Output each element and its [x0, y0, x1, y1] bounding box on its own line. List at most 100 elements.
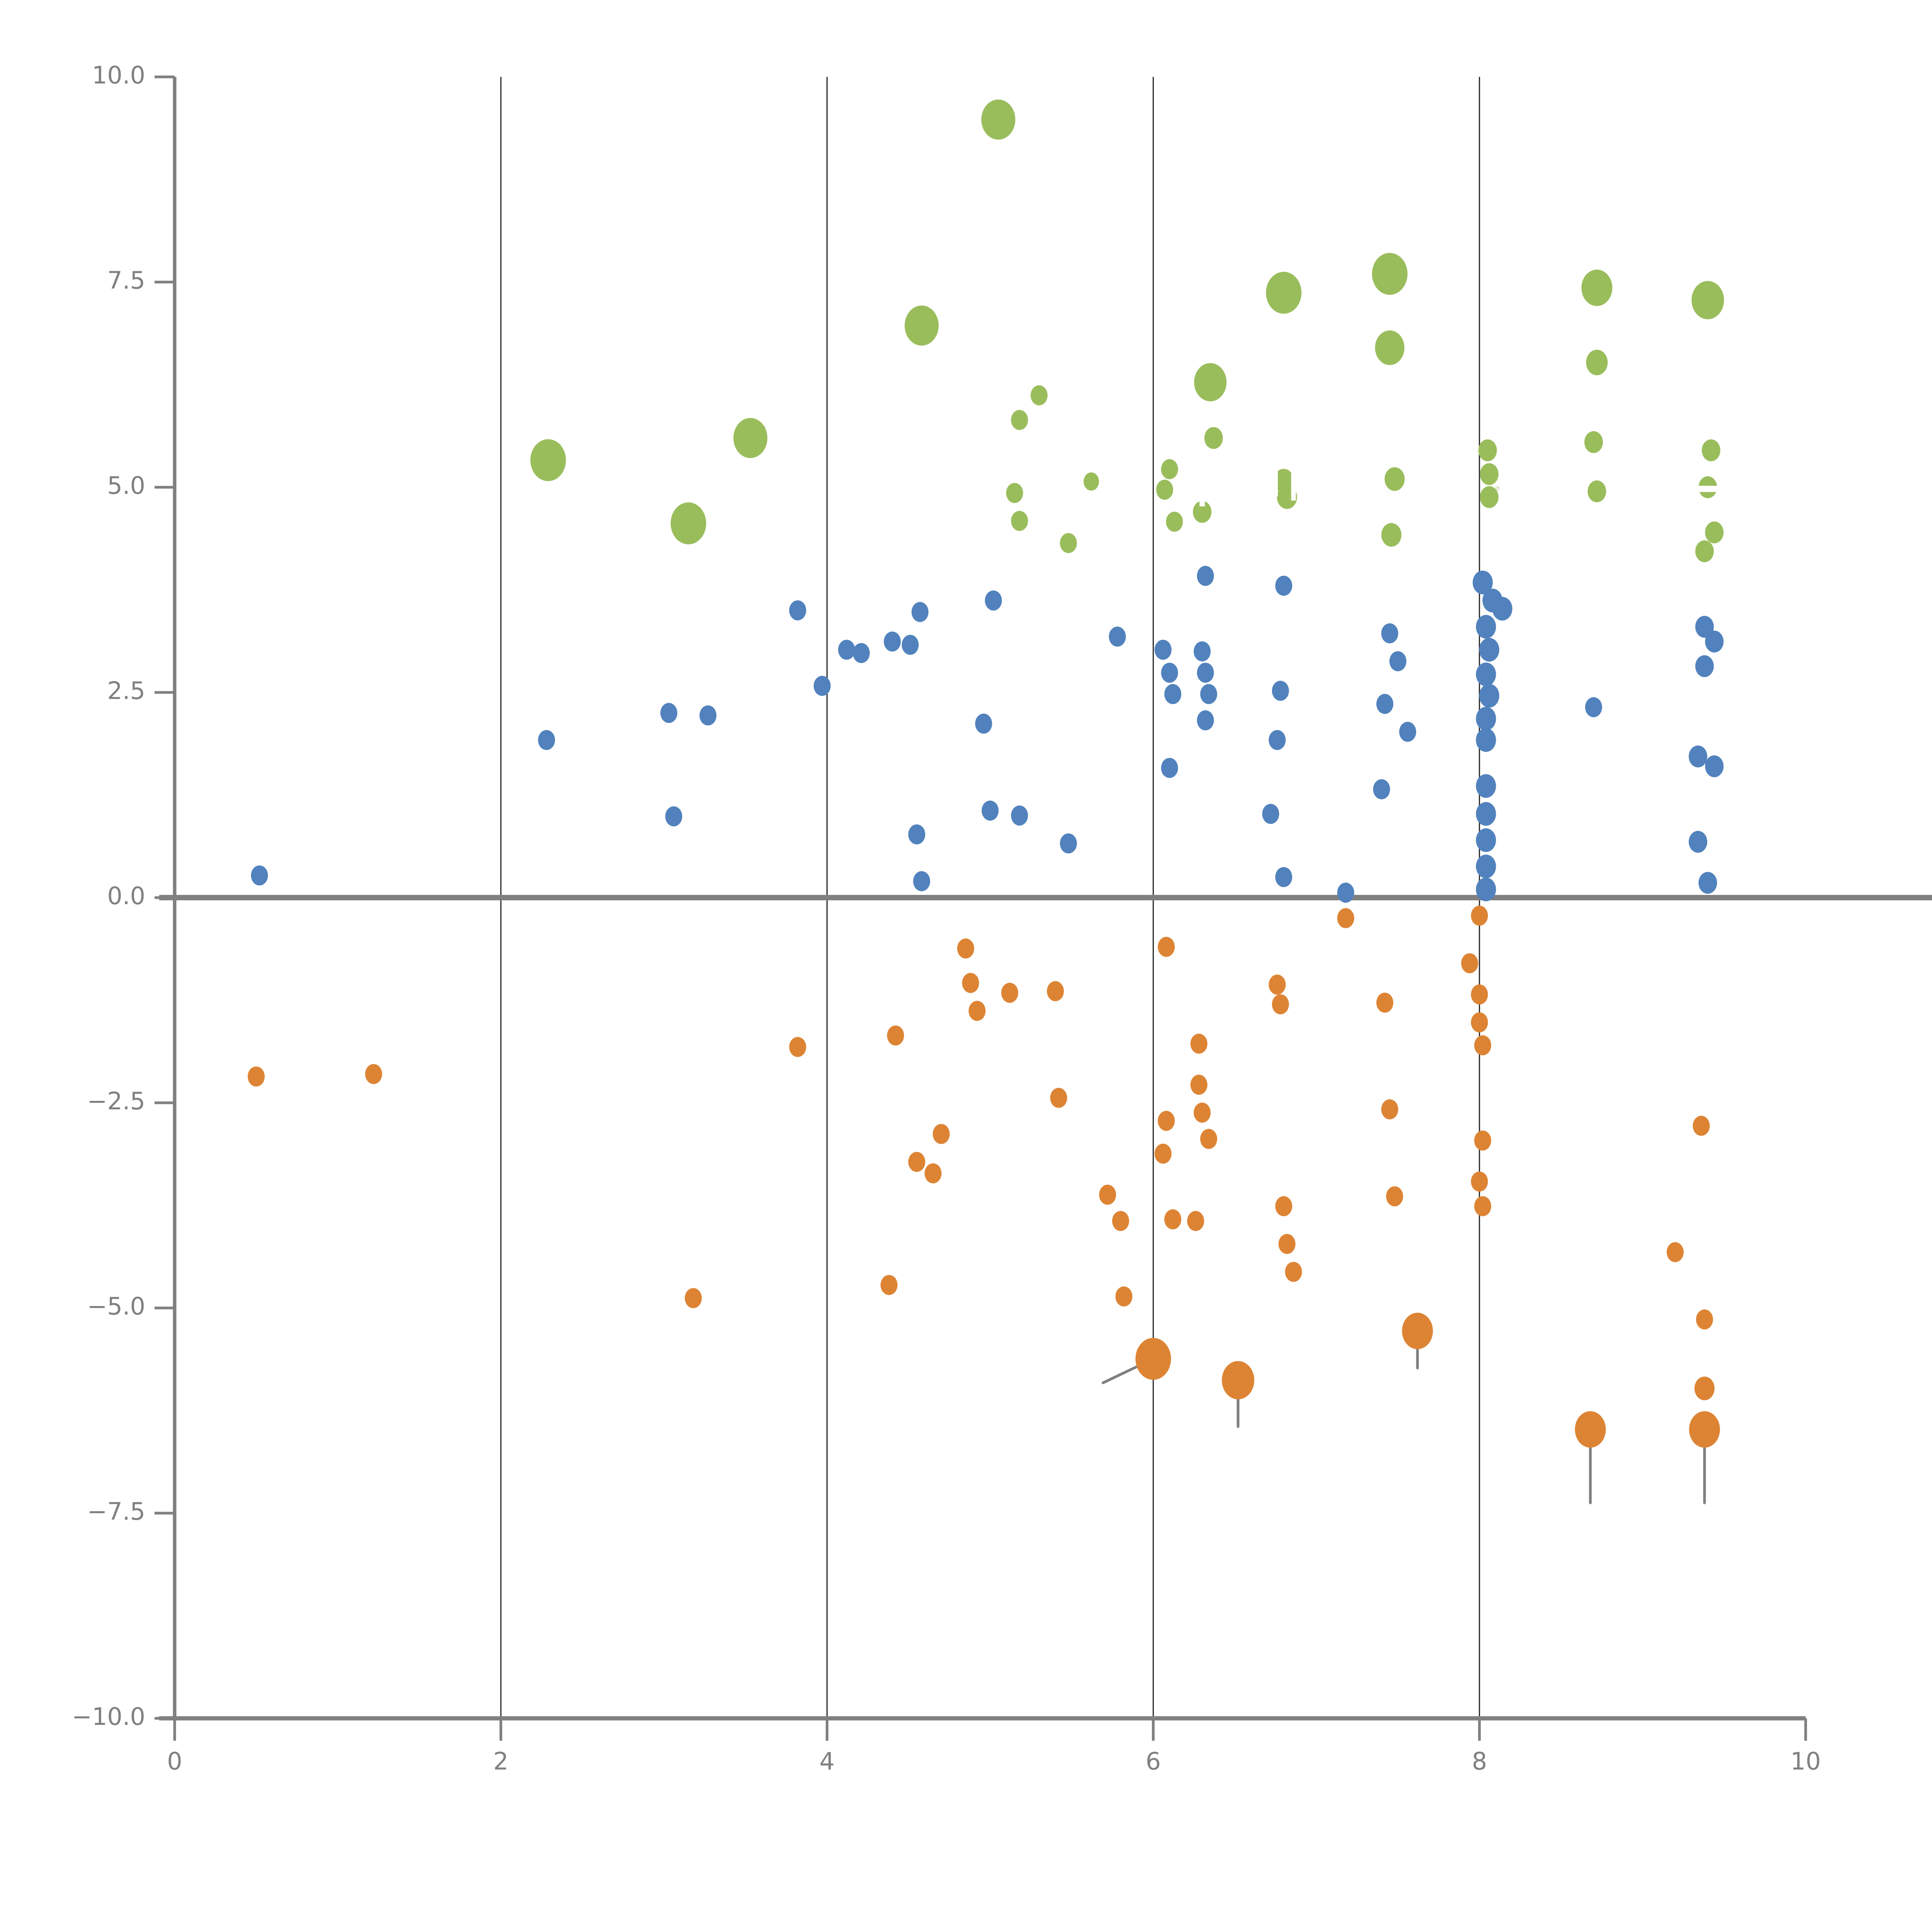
data-point-blue-47[interactable] — [1476, 707, 1496, 731]
data-point-blue-37[interactable] — [1376, 694, 1393, 714]
data-point-blue-3[interactable] — [665, 806, 682, 827]
data-point-blue-29[interactable] — [1275, 575, 1293, 596]
data-point-green-0[interactable] — [530, 439, 566, 481]
data-point-blue-36[interactable] — [1389, 651, 1406, 672]
data-point-green-17[interactable] — [1266, 272, 1302, 314]
data-point-blue-15[interactable] — [975, 713, 992, 734]
data-point-blue-35[interactable] — [1381, 623, 1398, 644]
data-point-green-7[interactable] — [1006, 483, 1023, 503]
data-point-orange-10[interactable] — [962, 973, 979, 993]
data-point-blue-28[interactable] — [1197, 710, 1214, 731]
data-point-green-25[interactable] — [1480, 463, 1499, 485]
data-point-orange-6[interactable] — [908, 1151, 925, 1172]
data-point-green-12[interactable] — [1156, 480, 1173, 500]
data-point-green-29[interactable] — [1584, 431, 1603, 453]
data-point-orange-50[interactable] — [1696, 1309, 1713, 1330]
data-point-orange-52[interactable] — [1689, 1411, 1720, 1448]
data-point-orange-12[interactable] — [1001, 983, 1019, 1003]
data-point-blue-34[interactable] — [1337, 883, 1354, 903]
data-point-green-35[interactable] — [1695, 540, 1714, 562]
data-point-orange-13[interactable] — [1047, 981, 1064, 1002]
data-point-orange-49[interactable] — [1692, 1116, 1710, 1136]
data-point-blue-30[interactable] — [1272, 680, 1289, 701]
data-point-blue-0[interactable] — [251, 865, 268, 886]
data-point-blue-22[interactable] — [1164, 684, 1182, 704]
data-point-green-30[interactable] — [1587, 480, 1606, 502]
data-point-orange-39[interactable] — [1461, 953, 1478, 973]
data-point-orange-51[interactable] — [1694, 1376, 1715, 1400]
data-point-blue-56[interactable] — [1705, 630, 1724, 653]
data-point-orange-47[interactable] — [1575, 1411, 1606, 1448]
data-point-orange-17[interactable] — [1115, 1286, 1133, 1307]
data-point-green-4[interactable] — [981, 99, 1015, 140]
data-point-blue-59[interactable] — [1705, 755, 1724, 777]
data-point-blue-18[interactable] — [1060, 833, 1077, 854]
data-point-orange-4[interactable] — [887, 1025, 904, 1046]
data-point-blue-45[interactable] — [1476, 662, 1496, 686]
data-point-blue-6[interactable] — [813, 676, 831, 696]
data-point-blue-52[interactable] — [1476, 854, 1496, 878]
data-points-group[interactable] — [248, 99, 1724, 1448]
data-point-blue-2[interactable] — [660, 703, 677, 723]
data-point-orange-25[interactable] — [1194, 1102, 1211, 1123]
data-point-orange-21[interactable] — [1154, 1143, 1172, 1164]
data-point-blue-14[interactable] — [985, 590, 1002, 611]
data-point-blue-5[interactable] — [789, 600, 806, 621]
data-point-blue-11[interactable] — [911, 602, 929, 622]
data-point-green-20[interactable] — [1372, 253, 1408, 295]
data-point-green-27[interactable] — [1581, 269, 1612, 306]
data-point-orange-15[interactable] — [1099, 1184, 1116, 1205]
data-point-orange-31[interactable] — [1275, 1196, 1293, 1216]
data-point-blue-8[interactable] — [853, 643, 870, 663]
data-point-green-34[interactable] — [1705, 521, 1724, 544]
data-point-orange-11[interactable] — [968, 1001, 986, 1021]
data-point-green-15[interactable] — [1204, 427, 1223, 449]
data-point-orange-41[interactable] — [1471, 984, 1488, 1005]
data-point-blue-25[interactable] — [1194, 641, 1211, 662]
data-point-blue-49[interactable] — [1476, 774, 1496, 798]
data-point-orange-35[interactable] — [1376, 992, 1393, 1013]
data-point-green-11[interactable] — [1161, 459, 1178, 480]
data-point-orange-37[interactable] — [1386, 1186, 1403, 1207]
data-point-orange-1[interactable] — [365, 1064, 382, 1084]
data-point-blue-60[interactable] — [1689, 831, 1708, 853]
data-point-orange-44[interactable] — [1474, 1130, 1492, 1151]
data-point-blue-48[interactable] — [1476, 728, 1496, 752]
data-point-green-1[interactable] — [670, 502, 706, 544]
data-point-blue-16[interactable] — [981, 800, 999, 821]
data-point-orange-14[interactable] — [1050, 1088, 1067, 1108]
data-point-green-13[interactable] — [1166, 512, 1183, 532]
data-point-blue-42[interactable] — [1492, 597, 1512, 621]
data-point-orange-42[interactable] — [1471, 1012, 1488, 1032]
data-point-blue-13[interactable] — [913, 871, 930, 891]
data-point-blue-44[interactable] — [1479, 638, 1500, 662]
data-point-orange-16[interactable] — [1112, 1211, 1129, 1231]
data-point-orange-46[interactable] — [1474, 1196, 1492, 1216]
data-point-green-2[interactable] — [733, 418, 768, 458]
data-point-blue-4[interactable] — [699, 705, 717, 726]
data-point-blue-38[interactable] — [1399, 721, 1417, 742]
data-point-orange-8[interactable] — [932, 1124, 950, 1144]
data-point-green-14[interactable] — [1194, 363, 1227, 401]
data-point-blue-53[interactable] — [1476, 878, 1496, 901]
data-point-blue-10[interactable] — [901, 634, 919, 655]
data-point-blue-51[interactable] — [1476, 828, 1496, 852]
data-point-orange-2[interactable] — [685, 1288, 702, 1308]
data-point-orange-48[interactable] — [1667, 1242, 1684, 1262]
data-point-green-9[interactable] — [1083, 472, 1099, 491]
data-point-orange-3[interactable] — [789, 1037, 806, 1057]
data-point-green-32[interactable] — [1702, 439, 1721, 461]
data-point-orange-27[interactable] — [1187, 1211, 1204, 1231]
data-point-blue-1[interactable] — [538, 730, 555, 750]
data-point-green-23[interactable] — [1381, 523, 1401, 547]
data-point-orange-9[interactable] — [957, 938, 975, 959]
data-point-blue-27[interactable] — [1200, 684, 1218, 704]
data-point-blue-50[interactable] — [1476, 802, 1496, 826]
data-point-orange-19[interactable] — [1158, 937, 1175, 957]
data-point-green-26[interactable] — [1480, 486, 1499, 508]
data-point-blue-21[interactable] — [1161, 663, 1178, 683]
data-point-blue-20[interactable] — [1154, 639, 1172, 660]
data-point-green-22[interactable] — [1384, 467, 1405, 491]
data-point-orange-0[interactable] — [248, 1066, 265, 1087]
data-point-blue-40[interactable] — [1473, 570, 1493, 595]
